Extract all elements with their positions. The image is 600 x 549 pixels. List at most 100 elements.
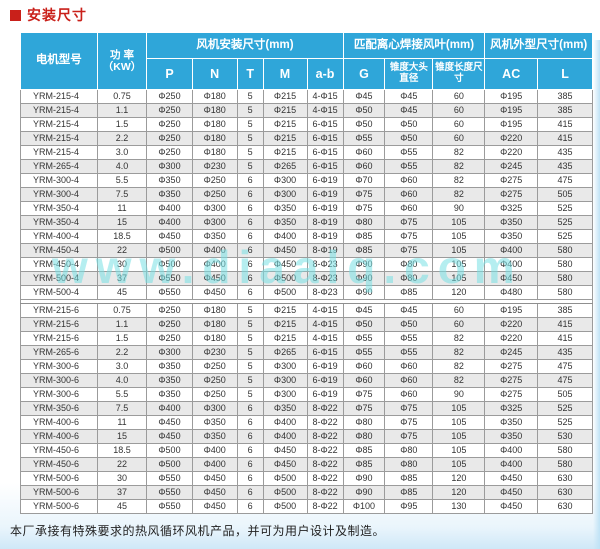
cell-ac: Φ350 xyxy=(484,429,539,444)
header-motor-model: 电机型号 xyxy=(20,32,98,90)
cell-t: 6 xyxy=(236,443,264,458)
cell-t: 6 xyxy=(236,187,264,202)
cell-model: YRM-215-6 xyxy=(20,331,98,346)
cell-p: Φ300 xyxy=(146,345,193,360)
cell-ac: Φ275 xyxy=(484,387,539,402)
table-row: YRM-215-4 2.2 Φ250 Φ180 5 Φ215 6-Φ15 Φ55 Φ50 60 Φ2… xyxy=(20,131,593,146)
cell-p: Φ500 xyxy=(146,243,193,258)
table-row: YRM-350-6 7.5 Φ400 Φ300 6 Φ350 8-Φ22 Φ75 Φ75 105 Φ… xyxy=(20,401,593,416)
table-row: YRM-300-4 5.5 Φ350 Φ250 6 Φ300 6-Φ19 Φ70 Φ60 82 Φ2… xyxy=(20,173,593,188)
cell-power: 5.5 xyxy=(96,173,148,188)
cell-taper-len: 82 xyxy=(432,331,486,346)
cell-t: 6 xyxy=(236,415,264,430)
cell-power: 7.5 xyxy=(96,401,148,416)
cell-taper-big: Φ75 xyxy=(384,401,434,416)
cell-t: 5 xyxy=(236,373,264,388)
cell-taper-big: Φ60 xyxy=(384,201,434,216)
cell-n: Φ180 xyxy=(191,303,238,318)
cell-g: Φ90 xyxy=(342,485,386,500)
cell-t: 5 xyxy=(236,345,264,360)
cell-power: 0.75 xyxy=(96,303,148,318)
cell-ac: Φ400 xyxy=(484,457,539,472)
cell-g: Φ80 xyxy=(342,429,386,444)
cell-model: YRM-500-6 xyxy=(20,485,98,500)
cell-n: Φ400 xyxy=(191,257,238,272)
cell-p: Φ450 xyxy=(146,429,193,444)
cell-l: 385 xyxy=(537,303,593,318)
cell-taper-len: 105 xyxy=(432,415,486,430)
cell-t: 6 xyxy=(236,243,264,258)
cell-model: YRM-400-4 xyxy=(20,229,98,244)
cell-ac: Φ400 xyxy=(484,443,539,458)
cell-g: Φ85 xyxy=(342,229,386,244)
cell-taper-len: 105 xyxy=(432,271,486,286)
cell-power: 18.5 xyxy=(96,443,148,458)
cell-t: 6 xyxy=(236,429,264,444)
cell-taper-len: 105 xyxy=(432,457,486,472)
cell-ac: Φ220 xyxy=(484,131,539,146)
cell-power: 11 xyxy=(96,201,148,216)
cell-taper-big: Φ80 xyxy=(384,257,434,272)
cell-model: YRM-215-4 xyxy=(20,145,98,160)
cell-ab: 6-Φ19 xyxy=(306,173,344,188)
section-title-text: 安装尺寸 xyxy=(27,7,87,23)
table-body: YRM-215-4 0.75 Φ250 Φ180 5 Φ215 4-Φ15 Φ45 Φ45 60 Φ… xyxy=(20,89,593,514)
cell-m: Φ400 xyxy=(262,229,308,244)
header-power-line2: （KW） xyxy=(102,61,142,73)
cell-l: 580 xyxy=(537,271,593,286)
cell-ab: 8-Φ22 xyxy=(306,401,344,416)
cell-taper-big: Φ75 xyxy=(384,215,434,230)
table-row: YRM-400-4 18.5 Φ450 Φ350 6 Φ400 8-Φ19 Φ85 Φ75 105… xyxy=(20,229,593,244)
cell-m: Φ450 xyxy=(262,257,308,272)
cell-power: 15 xyxy=(96,215,148,230)
cell-ac: Φ350 xyxy=(484,215,539,230)
cell-ac: Φ195 xyxy=(484,89,539,104)
cell-t: 5 xyxy=(236,145,264,160)
cell-m: Φ300 xyxy=(262,387,308,402)
cell-ac: Φ400 xyxy=(484,257,539,272)
header-col-g: G xyxy=(342,58,386,90)
cell-m: Φ350 xyxy=(262,201,308,216)
cell-m: Φ400 xyxy=(262,429,308,444)
cell-n: Φ300 xyxy=(191,215,238,230)
cell-power: 4.0 xyxy=(96,159,148,174)
footer-note: 本厂承接有特殊要求的热风循环风机产品，并可为用户设计及制造。 xyxy=(10,524,386,538)
cell-ab: 6-Φ19 xyxy=(306,187,344,202)
cell-g: Φ50 xyxy=(342,117,386,132)
cell-p: Φ350 xyxy=(146,373,193,388)
cell-ab: 8-Φ19 xyxy=(306,229,344,244)
cell-t: 6 xyxy=(236,257,264,272)
cell-p: Φ550 xyxy=(146,485,193,500)
cell-g: Φ60 xyxy=(342,145,386,160)
header-col-taper-big: 锥度大头直径 xyxy=(384,58,434,90)
cell-m: Φ350 xyxy=(262,215,308,230)
cell-taper-big: Φ55 xyxy=(384,331,434,346)
cell-model: YRM-265-6 xyxy=(20,345,98,360)
cell-power: 4.0 xyxy=(96,373,148,388)
cell-g: Φ55 xyxy=(342,131,386,146)
cell-t: 6 xyxy=(236,499,264,514)
table-row: YRM-350-4 11 Φ400 Φ300 6 Φ350 6-Φ19 Φ75 Φ60 90 Φ32… xyxy=(20,201,593,216)
cell-p: Φ500 xyxy=(146,457,193,472)
header-group-outline: 风机外型尺寸(mm) xyxy=(484,32,593,59)
cell-l: 580 xyxy=(537,443,593,458)
cell-m: Φ450 xyxy=(262,243,308,258)
cell-ac: Φ220 xyxy=(484,145,539,160)
cell-m: Φ215 xyxy=(262,303,308,318)
header-col-ab: a-b xyxy=(306,58,344,90)
cell-ac: Φ195 xyxy=(484,303,539,318)
cell-ab: 6-Φ15 xyxy=(306,159,344,174)
cell-taper-big: Φ85 xyxy=(384,485,434,500)
cell-taper-len: 82 xyxy=(432,159,486,174)
cell-ab: 8-Φ22 xyxy=(306,457,344,472)
cell-g: Φ75 xyxy=(342,387,386,402)
cell-t: 5 xyxy=(236,317,264,332)
cell-p: Φ400 xyxy=(146,401,193,416)
cell-l: 630 xyxy=(537,471,593,486)
cell-n: Φ450 xyxy=(191,485,238,500)
cell-p: Φ250 xyxy=(146,103,193,118)
cell-l: 415 xyxy=(537,331,593,346)
cell-m: Φ300 xyxy=(262,373,308,388)
table-header: 电机型号 功 率 （KW） 风机安装尺寸(mm) 匹配离心焊接风叶(mm) 风机… xyxy=(20,32,593,90)
cell-ab: 8-Φ23 xyxy=(306,285,344,300)
